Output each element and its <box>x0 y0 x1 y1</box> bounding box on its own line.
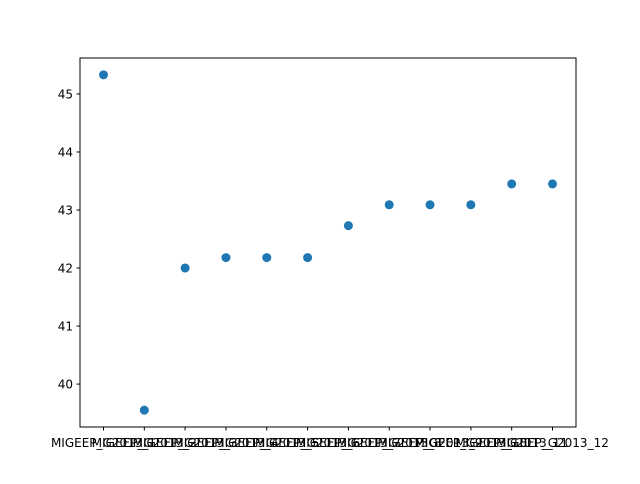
data-point <box>548 179 557 189</box>
data-point <box>384 200 394 210</box>
y-tick-label: 41 <box>58 320 73 334</box>
data-point <box>343 221 353 231</box>
data-point <box>221 253 231 263</box>
x-tick-label: MIGEEP_G2013_2 <box>92 436 197 450</box>
x-tick-label: MIGEEP_G2013_1 <box>51 436 156 450</box>
data-point <box>507 179 517 189</box>
data-point <box>466 200 476 210</box>
x-tick-label: MIGEEP_G2013_7 <box>296 436 401 450</box>
x-tick-label: MIGEEP_G2013_3 <box>133 436 238 450</box>
data-point <box>139 405 149 415</box>
x-tick-label: MIGEEP_G2013_9 <box>378 436 483 450</box>
x-tick-label: MIGEEP_G2013_8 <box>337 436 442 450</box>
y-tick-label: 43 <box>58 204 73 218</box>
x-tick-label: MIGEEP_G2013_6 <box>255 436 360 450</box>
x-tick-label: MIGEEP_G2013_5 <box>214 436 319 450</box>
y-tick-label: 45 <box>58 87 73 101</box>
x-tick-label: MIGEEP_G2013_4 <box>173 436 278 450</box>
x-tick-label: MIGEEP_G2013_11 <box>455 436 568 450</box>
y-axis: 40 41 42 43 44 45 <box>58 87 80 392</box>
x-tick-label: MIGEEP_G2013_12 <box>496 436 609 450</box>
y-tick-label: 42 <box>58 262 73 276</box>
x-axis: MIGEEP_G2013_1MIGEEP_G2013_2MIGEEP_G2013… <box>51 427 609 450</box>
data-point <box>180 263 190 273</box>
data-point <box>303 253 313 263</box>
data-point <box>425 200 435 210</box>
y-tick-label: 40 <box>58 378 73 392</box>
x-tick-label: MIGEEP_G2013_10 <box>415 436 528 450</box>
plot-frame <box>79 57 577 428</box>
data-points <box>99 70 557 415</box>
data-point <box>99 70 108 80</box>
data-point <box>262 253 272 263</box>
y-tick-label: 44 <box>58 145 73 159</box>
